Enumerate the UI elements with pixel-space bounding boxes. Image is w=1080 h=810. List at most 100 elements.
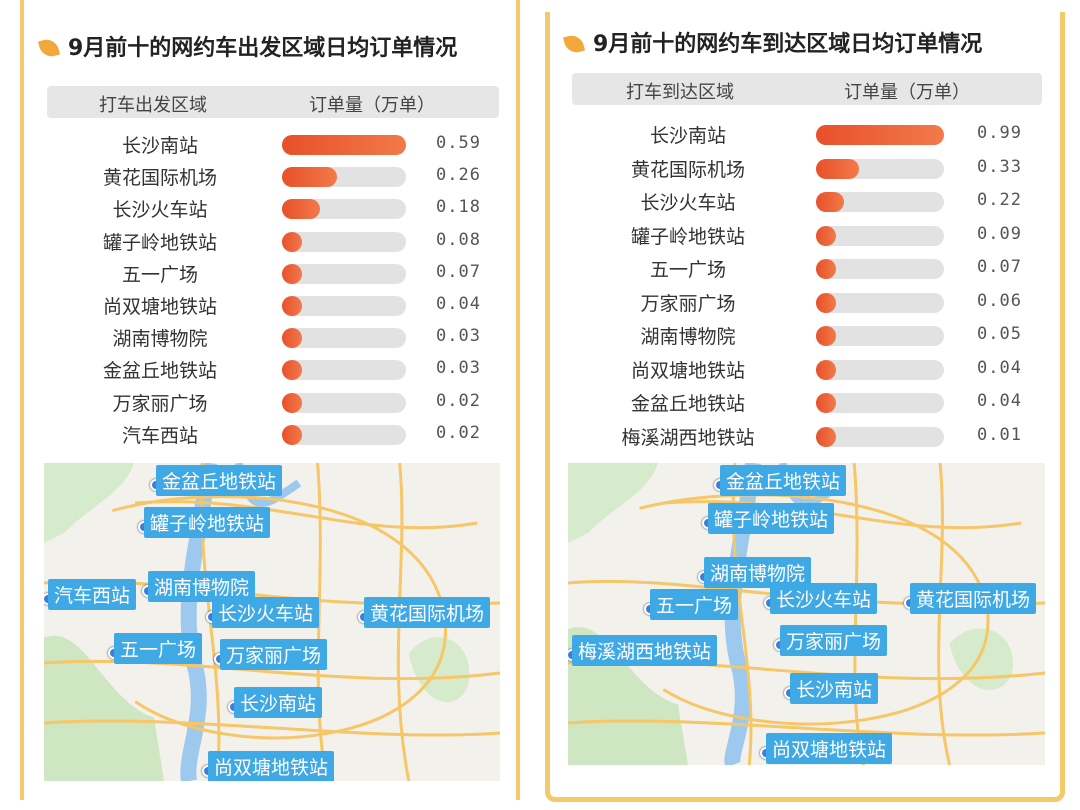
bar-category-label: 黄花国际机场 [102, 167, 217, 190]
bar-row: 汽车西站 0.02 [0, 417, 1080, 449]
bar-track [282, 328, 406, 349]
arrival-col-category: 打车到达区域 [626, 82, 734, 103]
bar-row: 尚双塘地铁站 0.04 [0, 352, 1080, 384]
bar-category-label: 罐子岭地铁站 [102, 231, 217, 254]
bar-track [282, 296, 406, 316]
map-label: 五一广场 [650, 589, 739, 620]
bar-row: 湖南博物院 0.03 [0, 320, 1080, 352]
bar-row: 梅溪湖西地铁站 0.01 [0, 419, 1080, 451]
bar-row: 长沙火车站 0.22 [0, 184, 1080, 216]
bar-category-label: 长沙南站 [649, 125, 726, 147]
bar-track [816, 359, 944, 380]
bar [816, 125, 944, 145]
bar-category-label: 万家丽广场 [640, 292, 736, 315]
map-label: 长沙火车站 [212, 597, 320, 628]
bar-value-label: 0.07 [436, 261, 481, 282]
bar [816, 259, 836, 279]
bar-track [816, 426, 944, 447]
bar-track [282, 167, 406, 188]
bar [282, 360, 302, 381]
arrival-header: 打车到达区域 订单量（万单） [572, 73, 1042, 105]
bar-track [282, 424, 406, 445]
bar-track [282, 231, 406, 252]
bar-row: 五一广场 0.07 [0, 256, 1080, 288]
bar-value-label: 0.09 [977, 223, 1022, 244]
departure-header: 打车出发区域 订单量（万单） [47, 86, 499, 118]
bar-category-label: 金盆丘地铁站 [630, 393, 745, 415]
bar-category-label: 湖南博物院 [640, 326, 736, 348]
map-label: 黄花国际机场 [910, 583, 1037, 614]
arrival-map: 金盆丘地铁站 罐子岭地铁站 湖南博物院 五一广场 长沙火车站 黄花国际机场 万家丽广场 梅溪湖… [568, 463, 1045, 765]
bar-row: 尚双塘地铁站 0.04 [0, 288, 1080, 320]
bar-value-label: 0.04 [977, 391, 1022, 411]
bar-category-label: 长沙火车站 [112, 199, 208, 222]
bar [816, 292, 836, 313]
bar-row: 湖南博物院 0.05 [0, 318, 1080, 350]
bar-value-label: 0.02 [436, 390, 481, 411]
map-label: 尚双塘地铁站 [766, 733, 893, 764]
bar-value-label: 0.22 [977, 190, 1022, 210]
bar-category-label: 万家丽广场 [112, 392, 208, 415]
bar-category-label: 长沙南站 [121, 135, 198, 157]
map-label: 五一广场 [114, 633, 203, 664]
bar-row: 罐子岭地铁站 0.09 [0, 218, 1080, 250]
bar-row: 万家丽广场 0.02 [0, 385, 1080, 417]
bar-track [282, 263, 406, 284]
bar-track [816, 259, 944, 279]
bar-category-label: 五一广场 [649, 259, 726, 281]
bar-track [282, 199, 406, 220]
map-label: 金盆丘地铁站 [156, 465, 283, 496]
bar-row: 黄花国际机场 0.33 [0, 151, 1080, 183]
departure-title-text: 9月前十的网约车出发区域日均订单情况 [68, 36, 458, 61]
bar-row: 万家丽广场 0.06 [0, 285, 1080, 317]
bar-row: 长沙南站 0.59 [0, 127, 1080, 159]
arrival-title-text: 9月前十的网约车到达区域日均订单情况 [593, 32, 983, 57]
bar-value-label: 0.18 [436, 197, 481, 218]
leaf-icon [37, 36, 61, 60]
bar-row: 金盆丘地铁站 0.04 [0, 385, 1080, 417]
bar-value-label: 0.08 [436, 229, 481, 250]
bar-category-label: 梅溪湖西地铁站 [621, 426, 755, 449]
map-label: 万家丽广场 [780, 625, 888, 656]
bar-track [282, 360, 406, 381]
bar-row: 罐子岭地铁站 0.08 [0, 224, 1080, 256]
bar [816, 426, 836, 447]
bar-category-label: 汽车西站 [121, 424, 198, 447]
bar [282, 328, 302, 349]
bar-value-label: 0.99 [977, 123, 1022, 143]
arrival-title: 9月前十的网约车到达区域日均订单情况 [562, 26, 983, 58]
departure-col-value: 订单量（万单） [309, 95, 435, 116]
bar-row: 长沙南站 0.99 [0, 117, 1080, 149]
bar-value-label: 0.07 [977, 257, 1022, 277]
bar-track [816, 326, 944, 346]
bar-value-label: 0.01 [977, 424, 1022, 445]
bar-value-label: 0.03 [436, 358, 481, 379]
bar-category-label: 长沙火车站 [640, 192, 736, 214]
map-label: 长沙南站 [234, 687, 323, 718]
map-label: 罐子岭地铁站 [144, 507, 271, 538]
bar-track [816, 192, 944, 212]
bar [816, 326, 836, 346]
bar [282, 231, 302, 252]
leaf-icon [562, 32, 586, 56]
bar-value-label: 0.26 [436, 165, 481, 186]
bar-value-label: 0.33 [977, 156, 1022, 177]
map-label: 罐子岭地铁站 [708, 503, 835, 534]
bar-value-label: 0.03 [436, 326, 481, 347]
map-label: 湖南博物院 [148, 571, 256, 602]
bar-category-label: 尚双塘地铁站 [630, 359, 745, 382]
bar [282, 263, 302, 284]
bar-row: 长沙火车站 0.18 [0, 191, 1080, 223]
bar [282, 167, 337, 188]
bar-row: 金盆丘地铁站 0.03 [0, 352, 1080, 384]
bar [282, 296, 302, 316]
map-label: 梅溪湖西地铁站 [572, 635, 718, 666]
map-label: 黄花国际机场 [364, 597, 491, 628]
map-label: 湖南博物院 [704, 557, 812, 588]
departure-map: 金盆丘地铁站 罐子岭地铁站 汽车西站 湖南博物院 长沙火车站 黄花国际机场 五一广场 万家丽广… [44, 463, 500, 781]
bar [816, 359, 836, 380]
bar-value-label: 0.05 [977, 324, 1022, 344]
bar-category-label: 五一广场 [121, 263, 198, 286]
bar [816, 158, 859, 179]
bar-value-label: 0.04 [436, 294, 481, 314]
